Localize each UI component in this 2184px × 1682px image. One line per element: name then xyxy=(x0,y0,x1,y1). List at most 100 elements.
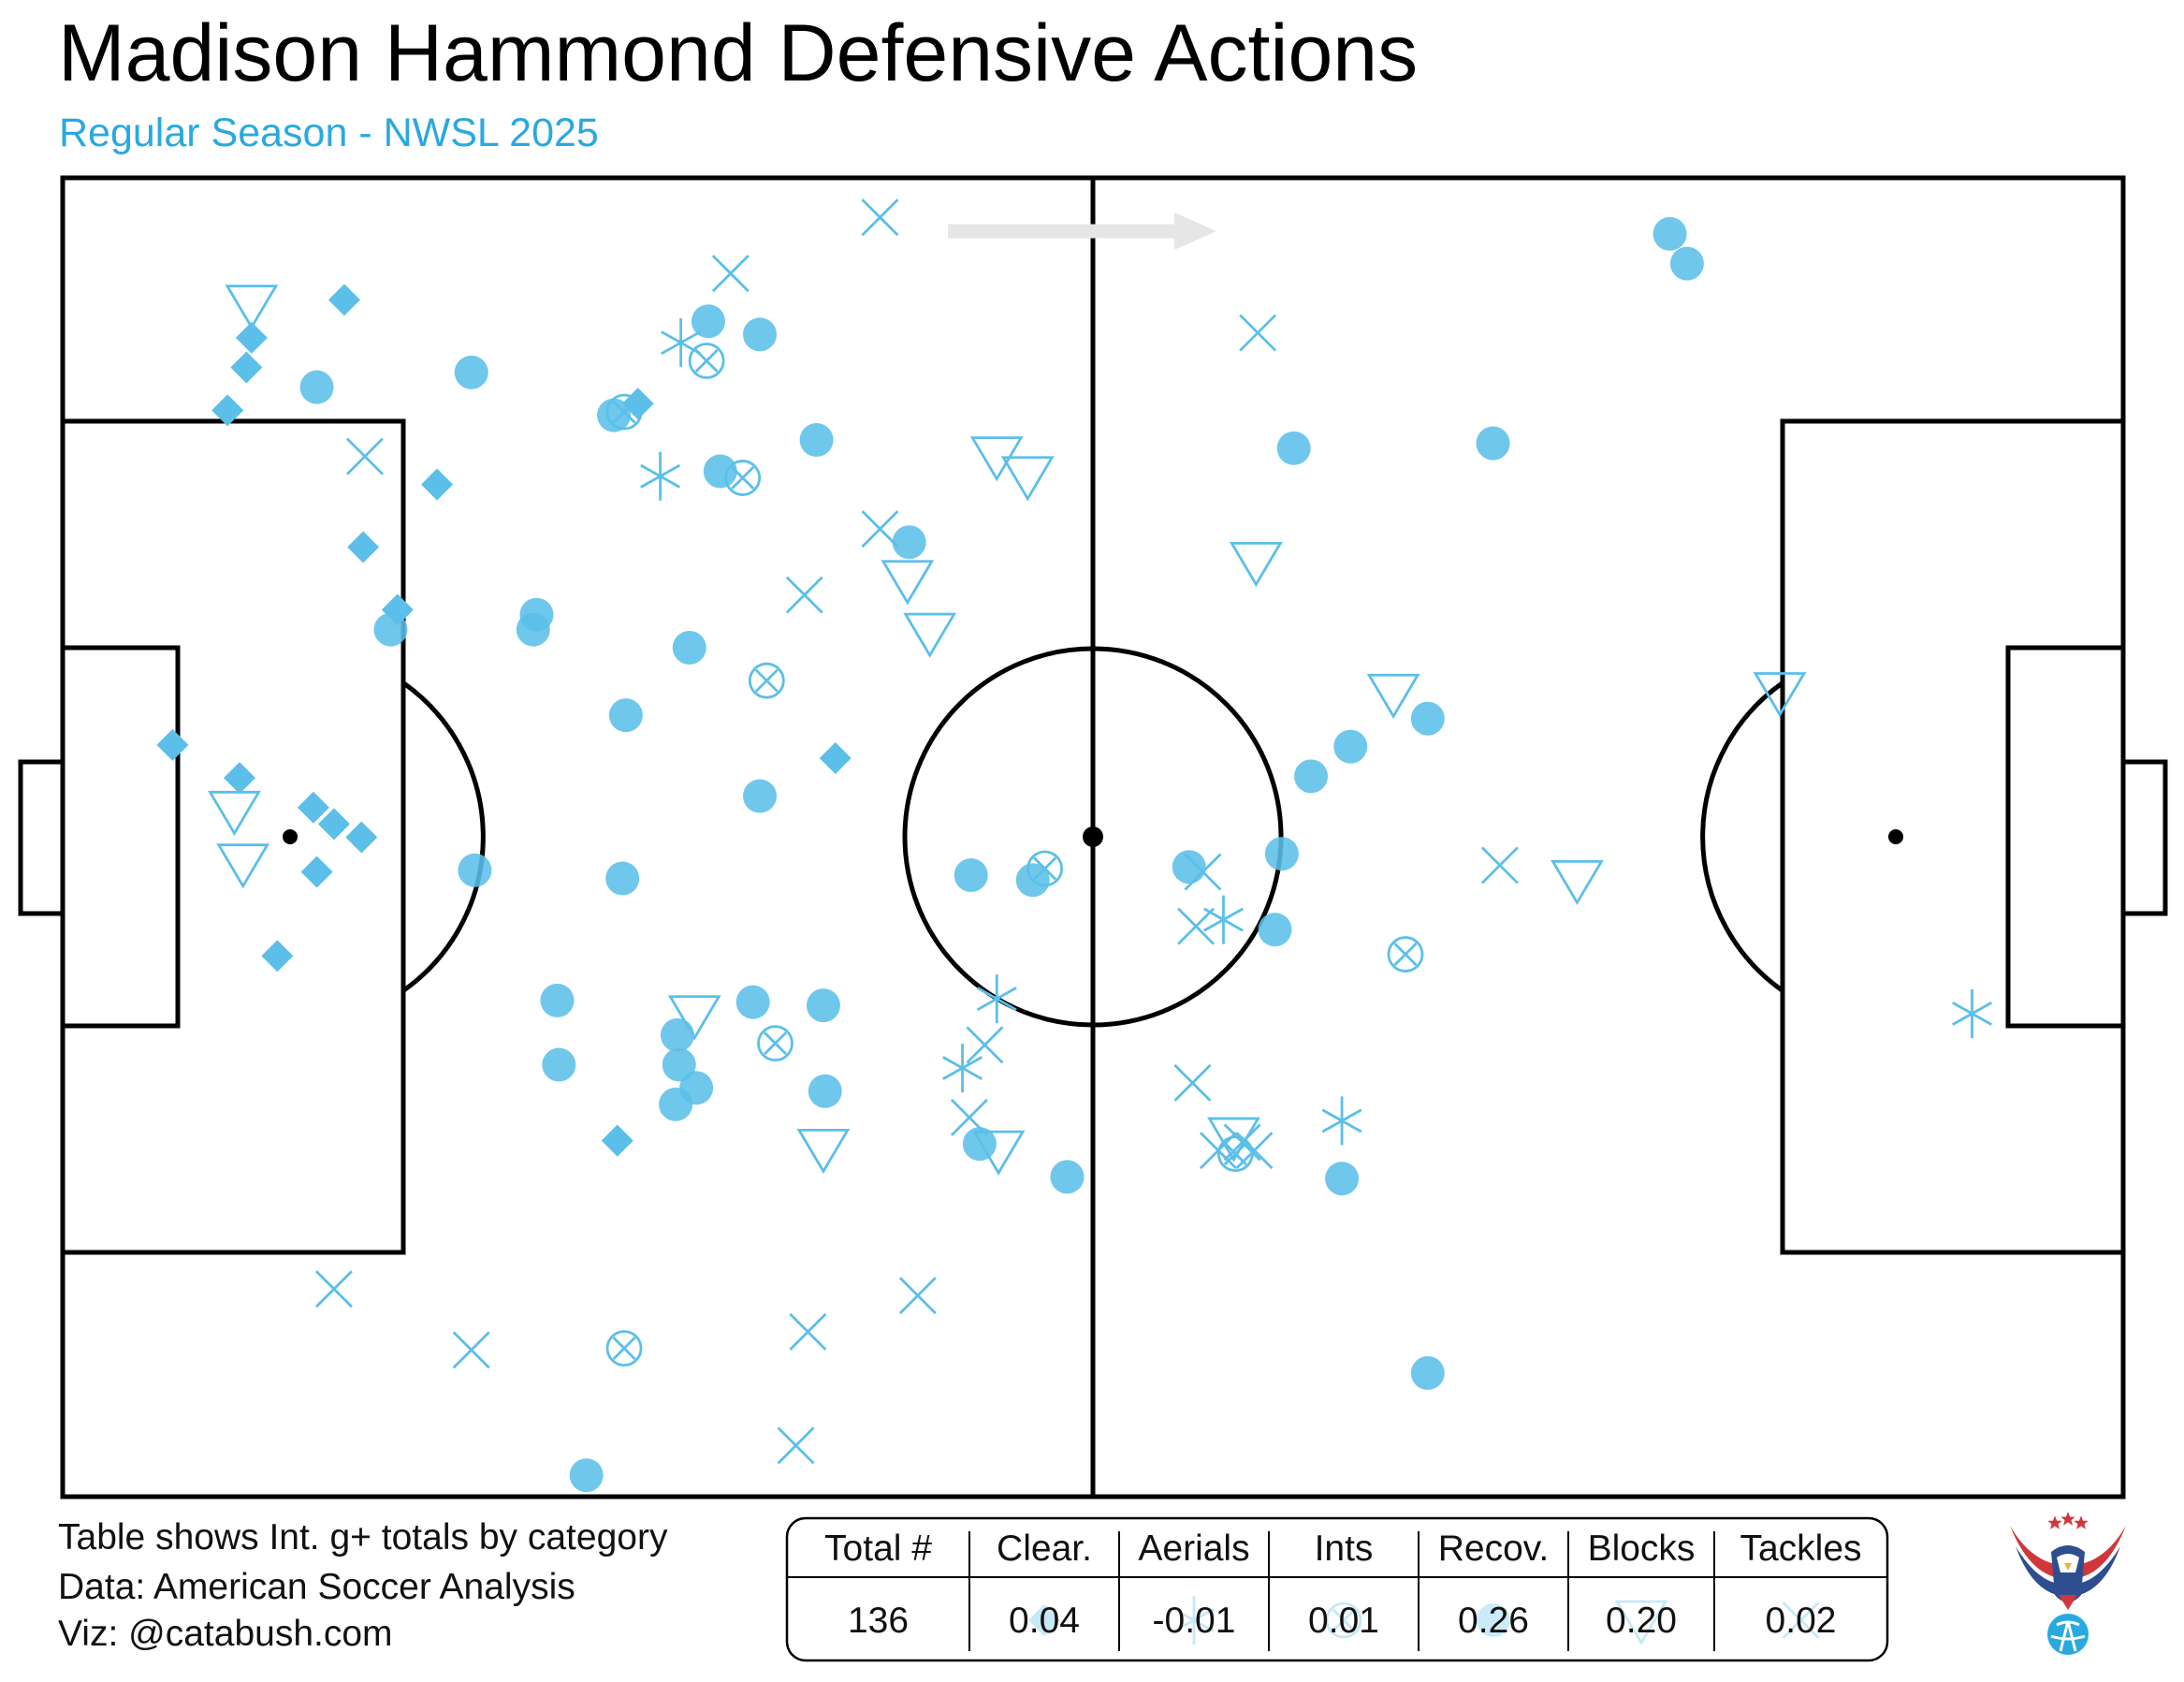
ints-marker xyxy=(605,1330,643,1367)
recov-marker xyxy=(605,861,640,896)
table-value: 0.02 xyxy=(1766,1601,1837,1641)
recov-marker xyxy=(659,1087,693,1121)
tackles-marker xyxy=(950,1098,988,1136)
ints-marker xyxy=(1387,936,1424,973)
tackles-marker xyxy=(966,1026,1004,1064)
recov-marker xyxy=(1333,729,1368,764)
tackles-marker xyxy=(711,255,750,293)
pitch-lines xyxy=(18,175,2168,1499)
table-header: Clear. xyxy=(997,1528,1092,1569)
right-penalty-arc xyxy=(1700,680,1784,993)
left-six-yard-box xyxy=(60,645,181,1029)
tackles-marker xyxy=(1239,314,1277,352)
table-header: Total # xyxy=(824,1528,932,1569)
defensive-action-markers xyxy=(156,198,1993,1493)
right-penalty-spot xyxy=(1888,829,1903,844)
blocks-marker xyxy=(1753,672,1807,718)
tackles-marker xyxy=(1223,1123,1261,1162)
clear-marker xyxy=(317,808,350,841)
recov-marker xyxy=(735,985,770,1019)
note-viz-credit: Viz: @catabush.com xyxy=(58,1614,393,1654)
tackles-marker xyxy=(1480,846,1519,885)
tackles-marker xyxy=(1184,853,1222,891)
recov-marker xyxy=(892,525,926,560)
blocks-marker xyxy=(667,995,721,1041)
blocks-marker xyxy=(1366,673,1420,720)
right-six-yard-box xyxy=(2005,645,2126,1029)
clear-marker xyxy=(230,351,263,384)
tackles-marker xyxy=(789,1312,827,1351)
recov-marker xyxy=(1172,850,1206,885)
tackles-marker xyxy=(345,437,384,475)
direction-arrow xyxy=(948,212,1216,250)
left-goal xyxy=(18,759,66,916)
table-marker-circle xyxy=(1477,1603,1510,1637)
aerials-marker xyxy=(1202,895,1244,944)
clear-marker xyxy=(224,762,256,795)
recov-marker xyxy=(1325,1162,1360,1196)
table-marker-x xyxy=(1782,1602,1820,1639)
clear-marker xyxy=(156,728,189,761)
clear-marker xyxy=(211,394,244,427)
blocks-marker xyxy=(216,843,270,889)
blocks-marker xyxy=(903,612,957,658)
recov-marker xyxy=(299,370,334,404)
tackles-marker xyxy=(1173,1063,1212,1102)
recov-marker xyxy=(808,1074,842,1108)
tackles-marker xyxy=(314,1270,353,1309)
table-value: 0.20 xyxy=(1606,1601,1677,1641)
recov-marker xyxy=(1276,431,1311,465)
clear-marker xyxy=(297,791,329,824)
aerials-marker xyxy=(976,974,1017,1024)
recov-marker xyxy=(962,1127,997,1162)
table-value: 0.26 xyxy=(1458,1601,1529,1641)
tackles-marker xyxy=(785,576,823,614)
blocks-marker xyxy=(1551,859,1604,906)
clear-marker xyxy=(328,284,360,316)
blocks-marker xyxy=(1000,456,1055,502)
recov-marker xyxy=(660,1017,694,1052)
table-value: 136 xyxy=(848,1601,909,1641)
table-header: Tackles xyxy=(1740,1528,1861,1569)
table-marker-asterisk xyxy=(1173,1596,1215,1645)
table-marker-triangle-down xyxy=(1614,1600,1668,1645)
recov-marker xyxy=(1264,837,1299,871)
recov-marker xyxy=(703,454,737,489)
center-spot xyxy=(1083,826,1103,847)
recov-marker xyxy=(540,983,575,1017)
blocks-marker xyxy=(225,285,279,330)
aerials-marker xyxy=(640,451,681,501)
tackles-marker xyxy=(1199,1132,1237,1170)
clear-marker xyxy=(347,531,380,563)
recov-marker xyxy=(1015,863,1050,898)
recov-marker xyxy=(516,612,550,647)
recov-marker xyxy=(1669,246,1704,281)
clear-marker xyxy=(235,321,268,354)
eagle-logo xyxy=(2010,1512,2126,1655)
table-header: Ints xyxy=(1315,1528,1374,1569)
recov-marker xyxy=(1476,426,1510,461)
recov-marker xyxy=(954,858,988,893)
table-value: -0.01 xyxy=(1153,1601,1236,1641)
table-header: Recov. xyxy=(1438,1528,1550,1569)
left-penalty-spot xyxy=(283,829,298,844)
table-marker-diamond xyxy=(1028,1604,1060,1636)
aerials-marker xyxy=(1952,988,1993,1038)
ints-marker xyxy=(757,1025,794,1062)
recov-marker xyxy=(458,853,492,887)
tackles-marker xyxy=(898,1277,937,1315)
clear-marker xyxy=(261,940,294,973)
recov-marker xyxy=(799,423,834,458)
ints-marker xyxy=(748,662,785,699)
tackles-marker xyxy=(861,510,899,548)
blocks-marker xyxy=(796,1128,851,1175)
recov-marker xyxy=(1050,1160,1085,1194)
tackles-marker xyxy=(861,198,899,237)
recov-marker xyxy=(743,779,778,813)
clear-marker xyxy=(345,821,378,854)
center-circle xyxy=(902,646,1284,1028)
table-border xyxy=(785,1516,1889,1662)
clear-marker xyxy=(300,856,333,888)
recov-marker xyxy=(597,398,632,432)
